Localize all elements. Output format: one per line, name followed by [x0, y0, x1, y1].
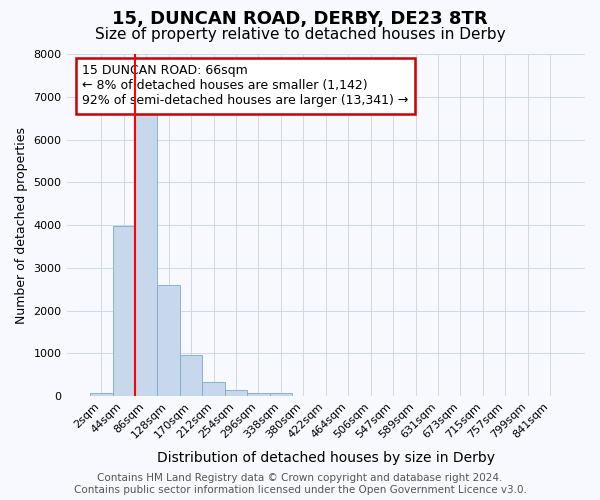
Text: Contains HM Land Registry data © Crown copyright and database right 2024.
Contai: Contains HM Land Registry data © Crown c… [74, 474, 526, 495]
Text: 15 DUNCAN ROAD: 66sqm
← 8% of detached houses are smaller (1,142)
92% of semi-de: 15 DUNCAN ROAD: 66sqm ← 8% of detached h… [82, 64, 409, 108]
X-axis label: Distribution of detached houses by size in Derby: Distribution of detached houses by size … [157, 451, 495, 465]
Bar [225, 390, 247, 396]
Text: Size of property relative to detached houses in Derby: Size of property relative to detached ho… [95, 28, 505, 42]
Text: 15, DUNCAN ROAD, DERBY, DE23 8TR: 15, DUNCAN ROAD, DERBY, DE23 8TR [112, 10, 488, 28]
Y-axis label: Number of detached properties: Number of detached properties [15, 126, 28, 324]
Bar [135, 114, 157, 396]
Bar [247, 392, 269, 396]
Bar [113, 226, 135, 396]
Bar [157, 285, 180, 396]
Bar [90, 393, 113, 396]
Bar [180, 356, 202, 396]
Bar [269, 394, 292, 396]
Bar [202, 382, 225, 396]
